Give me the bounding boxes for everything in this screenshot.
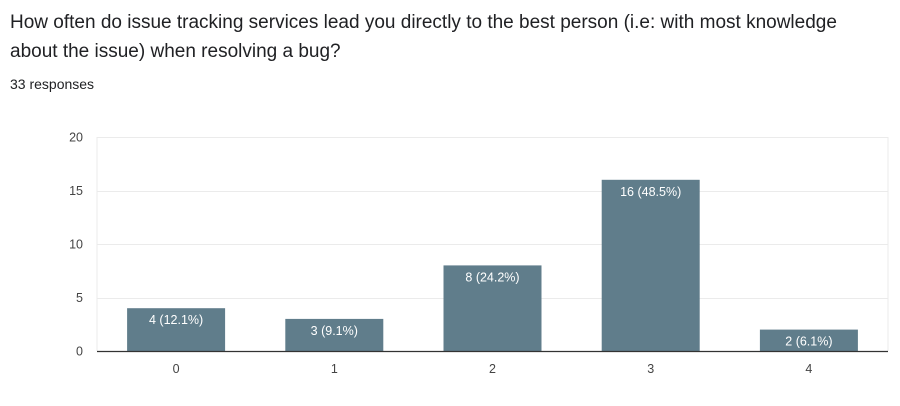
y-tick-label: 20 (69, 131, 83, 145)
response-count: 33 responses (10, 76, 95, 92)
bars: 4 (12.1%) 3 (9.1%) 8 (24.2%) 16 (48.5%) 2 (6… (127, 179, 858, 351)
x-tick-label: 2 (489, 362, 496, 376)
y-axis-ticks: 0 5 10 15 20 (69, 131, 83, 359)
bar (759, 329, 858, 351)
bar (443, 265, 542, 351)
bar (127, 308, 226, 351)
x-tick-label: 4 (805, 362, 812, 376)
x-tick-label: 3 (647, 362, 654, 376)
grid-lines (96, 137, 889, 351)
bar-data-label: 16 (48.5%) (620, 185, 681, 199)
bar (285, 318, 384, 351)
x-tick-label: 1 (331, 362, 338, 376)
question-title: How often do issue tracking services lea… (10, 12, 837, 62)
bar-data-label: 3 (9.1%) (311, 324, 358, 338)
bar-data-label: 8 (24.2%) (465, 270, 519, 284)
x-axis-ticks: 0 1 2 3 4 (173, 362, 813, 376)
bar (601, 179, 700, 351)
bar-data-label: 4 (12.1%) (149, 313, 203, 327)
y-tick-label: 0 (76, 345, 83, 359)
bar-data-label: 2 (6.1%) (785, 335, 832, 349)
y-tick-label: 5 (76, 291, 83, 305)
y-tick-label: 15 (69, 184, 83, 198)
x-tick-label: 0 (173, 362, 180, 376)
y-tick-label: 10 (69, 238, 83, 252)
